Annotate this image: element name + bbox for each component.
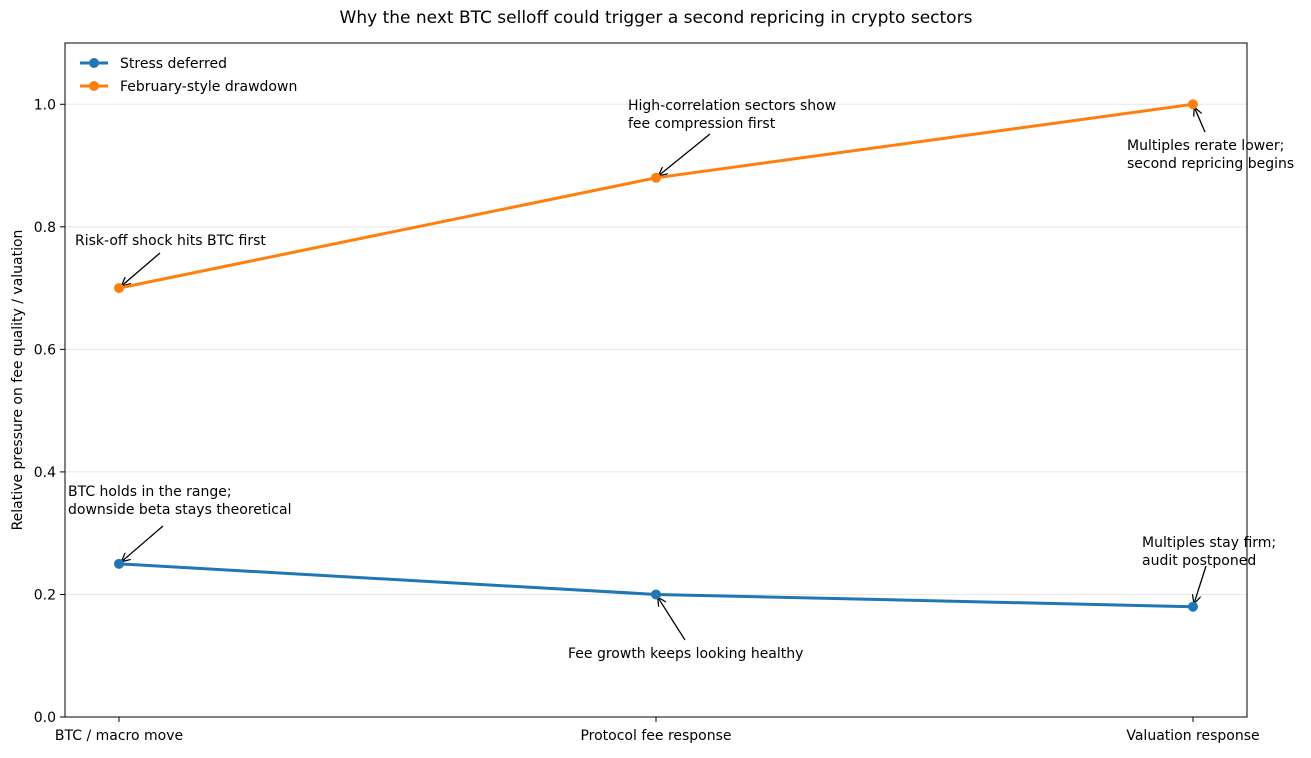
annotation-label: BTC holds in the range; downside beta sta…	[68, 484, 291, 518]
y-tick-label: 0.2	[34, 587, 56, 603]
annotations-layer: Risk-off shock hits BTC first High-correl…	[68, 98, 1294, 662]
data-point	[1188, 99, 1198, 110]
data-point	[114, 558, 124, 569]
x-tick-label: Valuation response	[1126, 728, 1259, 744]
data-point	[114, 283, 124, 294]
y-tick-label: 0.6	[34, 342, 56, 358]
annotation-label: Multiples stay firm; audit postponed	[1142, 535, 1276, 569]
plot-frame	[64, 42, 1248, 718]
y-tick-label: 0.4	[34, 465, 56, 481]
annotation-label: Fee growth keeps looking healthy	[568, 646, 803, 662]
legend-label-february-drawdown: February-style drawdown	[120, 79, 297, 95]
legend-marker-february-drawdown	[89, 81, 99, 91]
x-tick-label: BTC / macro move	[55, 728, 183, 744]
annotation-arrow	[658, 598, 686, 641]
annotation-label: Multiples rerate lower; second repricing …	[1127, 138, 1294, 172]
annotation-arrow	[1195, 108, 1206, 133]
y-axis-label: Relative pressure on fee quality / valua…	[10, 230, 26, 531]
annotation-label: Risk-off shock hits BTC first	[75, 233, 266, 249]
chart-title: Why the next BTC selloff could trigger a…	[340, 8, 973, 28]
legend-label-stress-deferred: Stress deferred	[120, 56, 227, 72]
y-tick-label: 0.8	[34, 220, 56, 236]
y-axis: 0.0 0.2 0.4 0.6 0.8 1.0	[34, 97, 65, 726]
annotation-label: High-correlation sectors show fee compres…	[628, 98, 836, 132]
y-tick-label: 0.0	[34, 710, 56, 726]
legend-marker-stress-deferred	[89, 58, 99, 68]
annotation-arrow	[122, 525, 164, 561]
data-point	[651, 589, 661, 600]
annotation-arrow	[122, 252, 161, 285]
y-tick-label: 1.0	[34, 97, 56, 113]
data-point	[1188, 601, 1198, 612]
grid-layer	[65, 103, 1247, 595]
x-axis: BTC / macro move Protocol fee response Val…	[55, 717, 1260, 744]
series-line-0	[118, 562, 1194, 609]
x-tick-label: Protocol fee response	[580, 728, 731, 744]
legend: Stress deferred February-style drawdown	[80, 56, 297, 95]
annotation-arrow	[1194, 565, 1207, 603]
data-point	[651, 172, 661, 183]
annotation-arrow	[659, 133, 711, 175]
series-layer	[114, 99, 1198, 612]
